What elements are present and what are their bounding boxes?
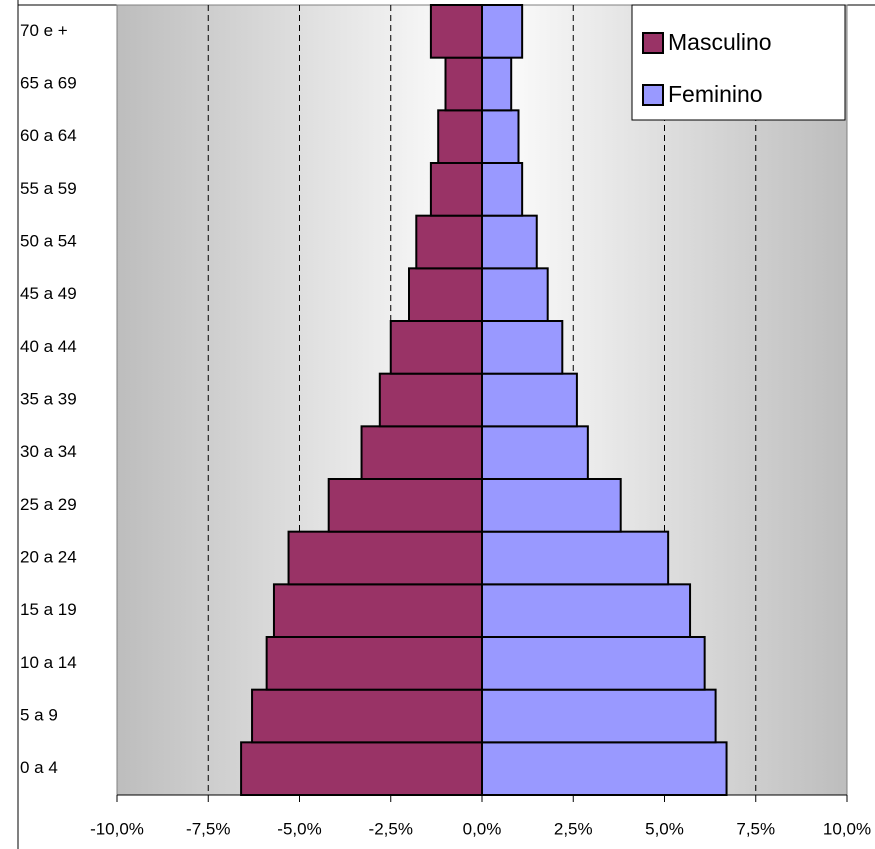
y-tick-label: 30 a 34 xyxy=(20,442,77,461)
bar xyxy=(240,741,483,796)
bar xyxy=(408,267,483,323)
bar xyxy=(481,583,692,638)
bar xyxy=(251,688,483,744)
y-tick-label: 25 a 29 xyxy=(20,495,77,514)
y-tick-label: 55 a 59 xyxy=(20,179,77,198)
legend-label: Masculino xyxy=(668,29,772,55)
bar xyxy=(265,636,483,691)
x-tick-label: 0,0% xyxy=(463,819,502,838)
x-tick-label: 10,0% xyxy=(823,819,871,838)
bar xyxy=(481,741,728,796)
y-tick-label: 15 a 19 xyxy=(20,600,77,619)
y-tick-label: 60 a 64 xyxy=(20,126,77,145)
bar xyxy=(378,372,483,428)
x-tick-label: -7,5% xyxy=(186,819,230,838)
x-tick-label: 7,5% xyxy=(736,819,775,838)
y-tick-label: 65 a 69 xyxy=(20,73,77,92)
x-tick-label: -2,5% xyxy=(369,819,413,838)
bars xyxy=(240,4,728,796)
bar xyxy=(481,478,622,533)
bar xyxy=(481,4,524,59)
bar xyxy=(437,109,484,165)
bar xyxy=(481,162,524,217)
bar xyxy=(272,583,484,638)
bar xyxy=(287,530,483,586)
x-tick-label: -10,0% xyxy=(90,819,144,838)
bar xyxy=(444,56,483,112)
bar xyxy=(481,425,589,481)
x-tick-label: -5,0% xyxy=(277,819,321,838)
legend-label: Feminino xyxy=(668,81,763,107)
bar xyxy=(429,4,483,59)
y-tick-label: 35 a 39 xyxy=(20,389,77,408)
legend-swatch xyxy=(642,32,664,54)
y-tick-label: 5 a 9 xyxy=(20,705,58,724)
bar xyxy=(481,530,670,586)
x-tick-label: 5,0% xyxy=(645,819,684,838)
bar xyxy=(360,425,483,481)
y-tick-label: 70 e + xyxy=(20,21,68,40)
bar xyxy=(327,478,484,533)
legend-box xyxy=(631,4,846,121)
bar xyxy=(481,56,513,112)
y-tick-label: 10 a 14 xyxy=(20,653,77,672)
bar xyxy=(481,214,538,270)
bar xyxy=(481,109,520,165)
bar xyxy=(481,636,706,691)
axes: -10,0% -7,5% -5,0% -2,5% 0,0% 2,5% 5,0% 7,5% 10,… xyxy=(20,21,871,839)
bar xyxy=(415,214,483,270)
legend: Masculino Feminino xyxy=(631,4,846,121)
bar xyxy=(481,320,564,375)
bar xyxy=(481,267,549,323)
bar xyxy=(481,372,578,428)
bar xyxy=(429,162,483,217)
y-tick-label: 50 a 54 xyxy=(20,231,77,250)
y-tick-label: 20 a 24 xyxy=(20,547,77,566)
y-tick-label: 45 a 49 xyxy=(20,284,77,303)
legend-swatch xyxy=(642,84,664,106)
bar xyxy=(389,320,483,375)
y-tick-label: 40 a 44 xyxy=(20,337,77,356)
bar xyxy=(481,688,717,744)
x-tick-label: 2,5% xyxy=(554,819,593,838)
y-tick-label: 0 a 4 xyxy=(20,758,58,777)
